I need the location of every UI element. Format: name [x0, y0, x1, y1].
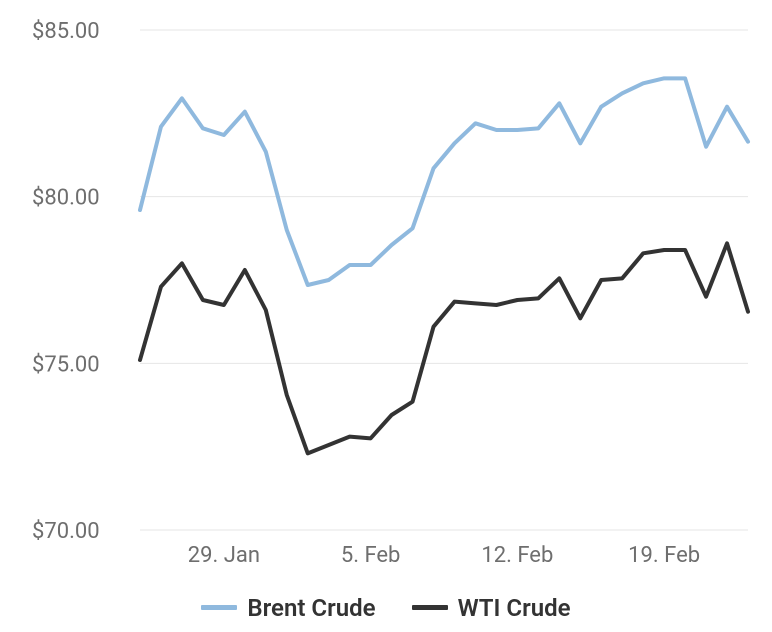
chart-legend: Brent Crude WTI Crude [0, 588, 772, 622]
x-axis-label: 12. Feb [481, 543, 553, 568]
y-axis-label: $80.00 [32, 186, 100, 211]
legend-swatch [412, 605, 448, 610]
legend-swatch [201, 605, 237, 610]
legend-label: Brent Crude [247, 594, 375, 622]
x-axis-label: 19. Feb [628, 543, 700, 568]
oil-price-chart: $70.00 $75.00 $80.00 $85.00 29. Jan 5. Feb 12.… [0, 0, 772, 632]
chart-svg: $70.00 $75.00 $80.00 $85.00 29. Jan 5. Feb 12.… [0, 0, 772, 632]
legend-item-1: WTI Crude [412, 594, 571, 622]
series-line-1 [140, 243, 748, 453]
y-axis-label: $70.00 [32, 519, 100, 544]
legend-label: WTI Crude [458, 594, 571, 622]
y-axis-label: $85.00 [32, 19, 100, 44]
x-axis-label: 5. Feb [341, 543, 401, 568]
series-line-0 [140, 78, 748, 285]
legend-item-0: Brent Crude [201, 594, 375, 622]
x-axis-label: 29. Jan [188, 543, 260, 568]
y-axis-label: $75.00 [32, 352, 100, 377]
